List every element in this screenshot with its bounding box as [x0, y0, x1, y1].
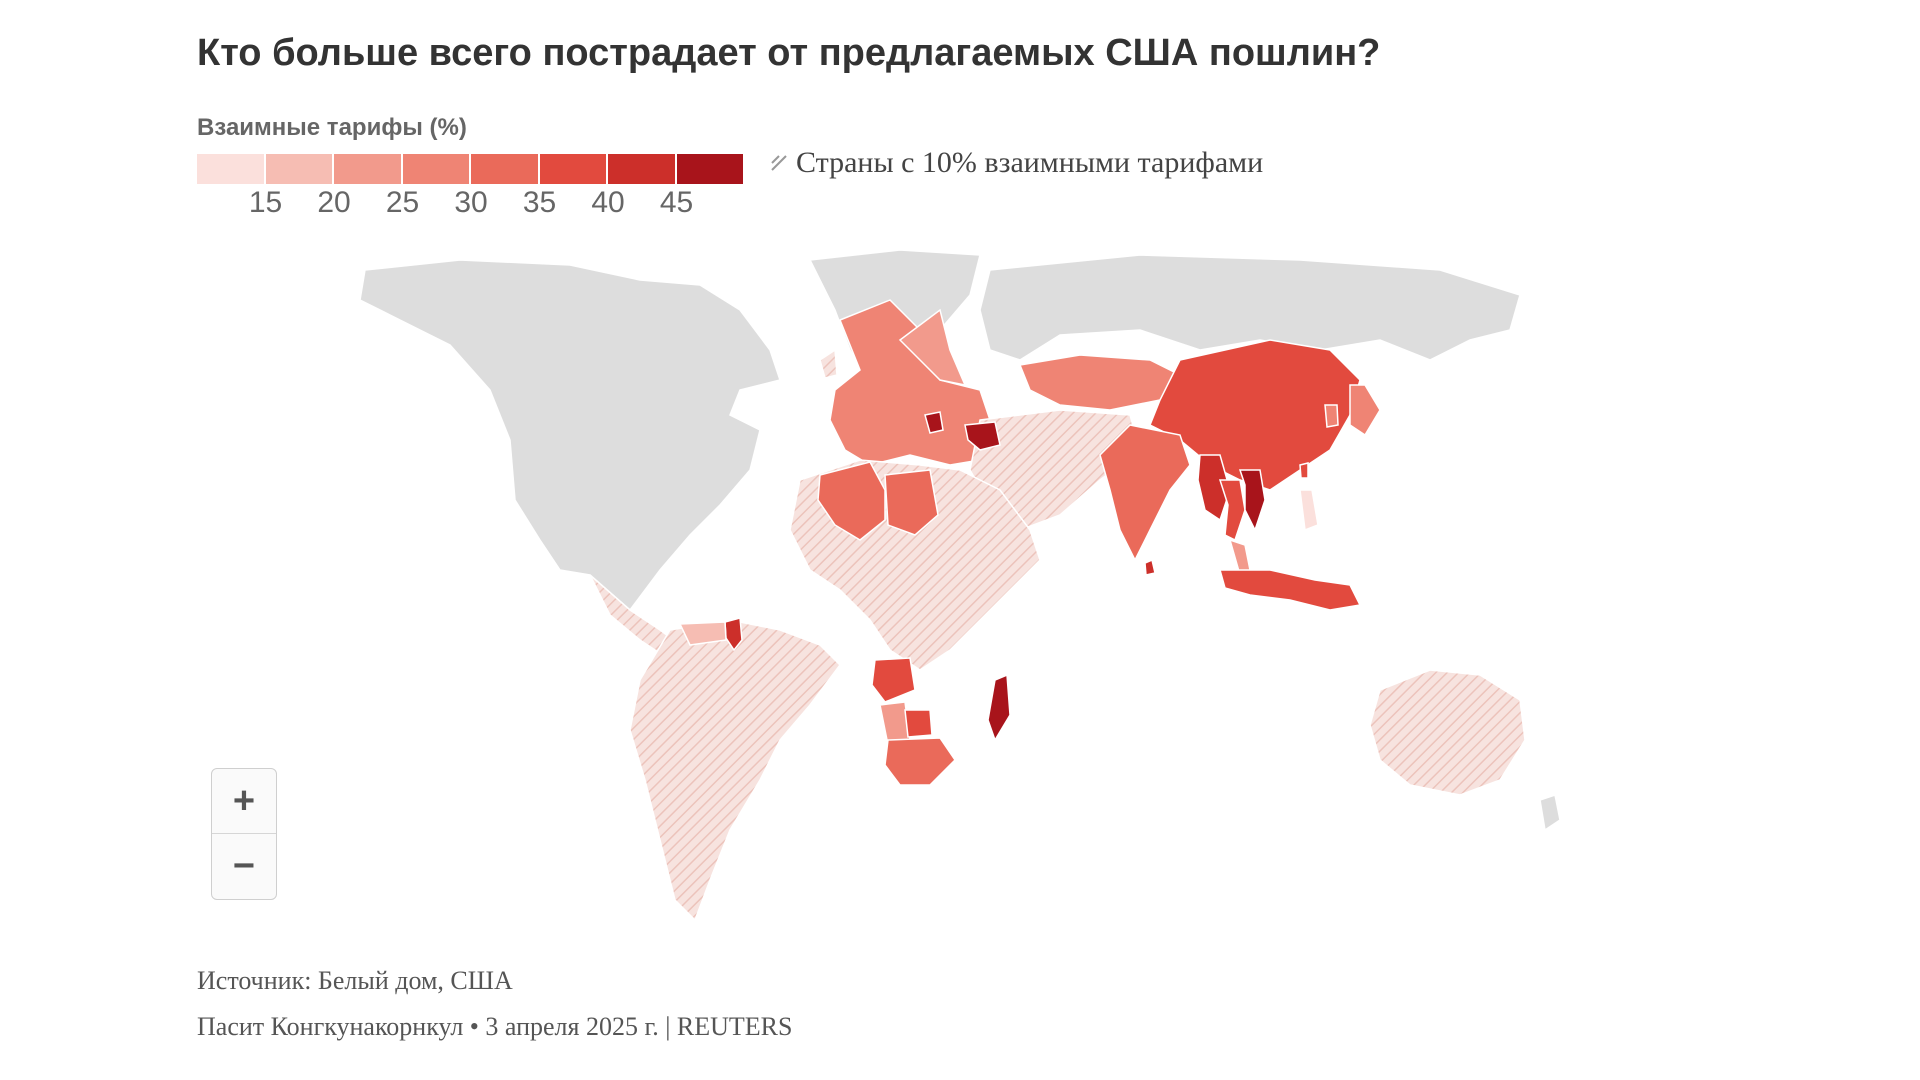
region-india[interactable] — [1099, 424, 1191, 562]
credit-text: Пасит Конгкунакорнкул • 3 апреля 2025 г.… — [197, 1012, 793, 1041]
legend-tick-label: 20 — [317, 186, 351, 219]
legend-swatch — [676, 154, 743, 184]
hatch-legend-label: Страны с 10% взаимными тарифами — [796, 146, 1264, 179]
chart-title: Кто больше всего пострадает от предлагае… — [197, 32, 1381, 74]
legend-swatch — [608, 154, 675, 184]
region-libya[interactable] — [884, 469, 939, 536]
region-syria[interactable] — [964, 421, 1001, 451]
region-botswana[interactable] — [904, 709, 933, 738]
region-vietnam[interactable] — [1238, 469, 1266, 532]
region-uk[interactable] — [819, 348, 838, 379]
region-madagascar[interactable] — [987, 673, 1011, 742]
legend-swatch — [471, 154, 538, 184]
region-thailand[interactable] — [1218, 479, 1246, 542]
region-china[interactable] — [1149, 339, 1361, 491]
legend-tick-label: 25 — [385, 186, 420, 219]
region-myanmar[interactable] — [1197, 454, 1231, 522]
legend-tick-label: 45 — [659, 186, 694, 219]
region-philippines[interactable] — [1299, 489, 1319, 532]
legend-tick-label: 15 — [248, 186, 283, 219]
legend-swatch — [197, 154, 264, 184]
region-algeria[interactable] — [817, 461, 886, 541]
region-namibia[interactable] — [879, 701, 911, 746]
zoom-control: + − — [211, 768, 277, 900]
credit-line: Пасит Конгкунакорнкул • 3 апреля 2025 г.… — [197, 1012, 793, 1042]
region-europe[interactable] — [829, 299, 991, 466]
region-north-america[interactable] — [359, 259, 781, 612]
zoom-in-button[interactable]: + — [232, 779, 256, 822]
legend-swatch — [265, 154, 332, 184]
region-venezuela[interactable] — [678, 621, 727, 646]
legend-title: Взаимные тарифы (%) — [197, 114, 467, 141]
region-serbia[interactable] — [924, 411, 944, 434]
legend-swatch — [539, 154, 606, 184]
source-note: Источник: Белый дом, США — [197, 966, 513, 995]
legend-color-scale — [197, 154, 745, 184]
legend-tick-label: 35 — [522, 186, 557, 219]
region-taiwan[interactable] — [1299, 462, 1309, 479]
region-indonesia[interactable] — [1219, 569, 1362, 611]
region-south-africa[interactable] — [884, 737, 956, 786]
region-new-zealand[interactable] — [1539, 794, 1561, 832]
hatch-pattern-icon — [771, 155, 787, 171]
legend-swatch — [334, 154, 401, 184]
legend-ticks: 15 20 25 30 35 40 45 — [197, 186, 742, 220]
region-australia[interactable] — [1369, 669, 1526, 796]
legend-swatch — [402, 154, 469, 184]
legend-tick-label: 30 — [454, 186, 488, 219]
hatch-legend: Страны с 10% взаимными тарифами — [770, 146, 1263, 180]
legend-tick-label: 40 — [591, 186, 625, 219]
region-kazakhstan[interactable] — [1018, 354, 1182, 411]
region-russia[interactable] — [979, 254, 1521, 361]
region-europe-east[interactable] — [898, 308, 967, 387]
region-sri-lanka[interactable] — [1144, 558, 1156, 576]
world-map[interactable] — [340, 240, 1760, 940]
region-south-america[interactable] — [629, 619, 841, 922]
region-korea[interactable] — [1324, 404, 1339, 428]
region-japan[interactable] — [1349, 384, 1381, 437]
region-angola[interactable] — [871, 657, 916, 703]
zoom-out-button[interactable]: − — [212, 833, 276, 898]
